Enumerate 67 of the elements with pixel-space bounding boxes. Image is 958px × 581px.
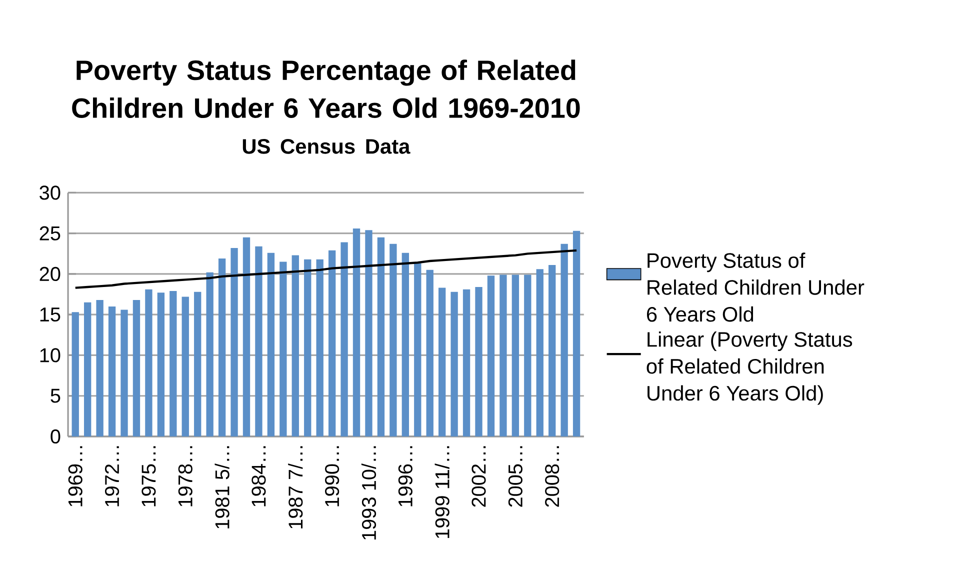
legend-label: Linear (Poverty Status of Related Children Under 6 Years Old) [646, 331, 852, 405]
x-tick-label: 2005… [508, 446, 522, 507]
bar [340, 242, 348, 436]
y-tick-label: 15 [40, 308, 60, 322]
x-tick-label: 1984… [252, 446, 266, 506]
bar [280, 262, 287, 436]
bar [328, 250, 336, 436]
bar [255, 246, 262, 436]
bar [536, 269, 544, 436]
bar [182, 296, 189, 436]
x-tick-label: 1987 7/… [288, 446, 303, 528]
bar [292, 255, 299, 436]
x-tick-label: 1993 10/… [361, 446, 376, 540]
bar [365, 230, 372, 436]
bar [157, 292, 165, 436]
bar [512, 274, 520, 436]
bar [84, 302, 92, 436]
bar [572, 230, 580, 436]
bar [230, 248, 238, 436]
bar [96, 300, 104, 436]
bar [218, 258, 226, 436]
y-tick-label: 10 [40, 348, 60, 362]
bar [132, 300, 140, 436]
bar [414, 263, 422, 436]
bar [352, 228, 360, 436]
bar [548, 265, 556, 436]
chart-title: Poverty Status Percentage of Related Children Under 6 Years Old 1969-2010 [72, 60, 580, 118]
legend-label: Poverty Status of Related Children Under 6 Years Old [646, 252, 864, 322]
bar [402, 252, 409, 436]
y-tick-label: 20 [40, 266, 60, 282]
bar [462, 289, 470, 436]
bar [108, 306, 116, 436]
bar [316, 259, 324, 436]
x-tick-label: 1996… [398, 446, 412, 506]
bar [438, 288, 446, 436]
x-tick-label: 1975… [142, 446, 156, 506]
bar [267, 252, 275, 436]
bar [390, 244, 397, 436]
x-tick-label: 1972… [104, 446, 120, 506]
y-tick-label: 25 [40, 226, 60, 240]
bar [475, 286, 482, 436]
bar [426, 270, 434, 436]
x-tick-label: 2002… [472, 446, 486, 507]
bar [194, 292, 202, 436]
bar [72, 312, 79, 436]
x-tick-label: 1969… [68, 446, 82, 506]
bar [524, 274, 532, 436]
bar [120, 310, 128, 436]
x-tick-label: 1990… [325, 446, 340, 506]
bar [377, 237, 385, 436]
y-tick-label: 5 [50, 388, 60, 403]
y-tick-label: 0 [50, 429, 60, 444]
bar [242, 237, 250, 436]
bar [560, 244, 568, 436]
bar [500, 274, 507, 436]
x-tick-label: 1981 5/… [214, 446, 230, 528]
x-tick-label: 1999 11/… [434, 446, 450, 538]
bar [145, 289, 152, 436]
bar [487, 276, 495, 436]
x-tick-label: 1978… [178, 446, 192, 506]
bar [206, 272, 214, 436]
x-tick-label: 2008… [545, 446, 560, 507]
bar [450, 292, 458, 436]
y-tick-label: 30 [40, 186, 60, 200]
bar [304, 259, 312, 436]
bar [170, 291, 177, 436]
chart-subtitle: US Census Data [242, 139, 410, 154]
